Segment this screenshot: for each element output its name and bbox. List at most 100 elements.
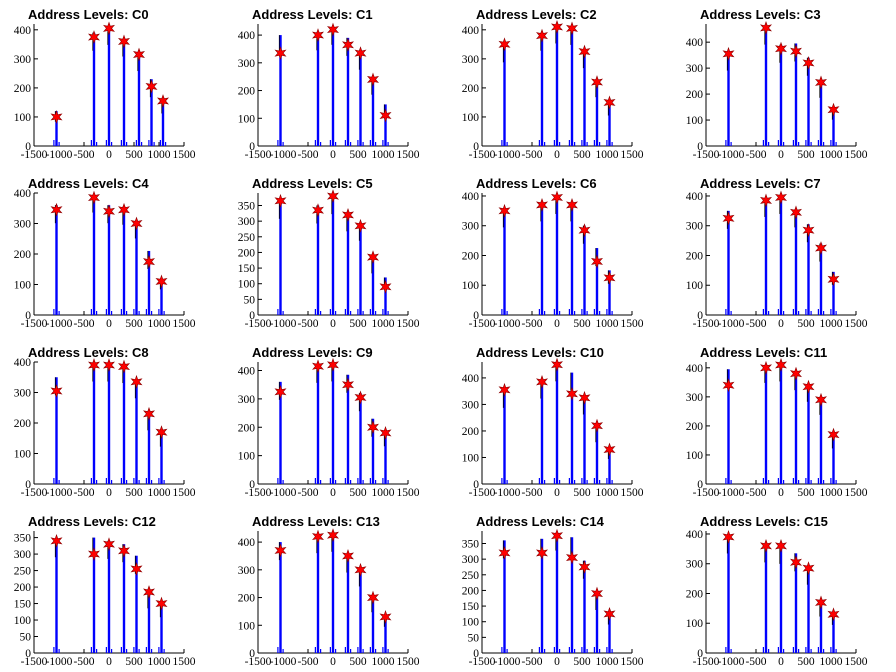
histogram-shoulder — [805, 478, 807, 484]
y-tick-label: 0 — [249, 479, 255, 491]
address-levels-panel: Address Levels: C14 0 50 100 150 200 250 300 350… — [462, 514, 644, 668]
histogram-peak — [316, 32, 320, 146]
histogram-shoulder — [282, 480, 284, 484]
histogram-shoulder — [777, 140, 779, 146]
histogram-peak — [595, 592, 599, 653]
histogram-shoulder — [730, 480, 732, 484]
peak-star-marker — [775, 538, 787, 553]
x-tick-label: -1500 — [245, 656, 272, 668]
x-tick-label: 0 — [554, 656, 560, 668]
histogram-peak — [92, 32, 96, 146]
peak-star-marker — [498, 37, 511, 52]
y-tick-label: 300 — [462, 554, 480, 566]
histogram-peak — [161, 99, 165, 146]
x-tick-label: -1500 — [693, 318, 720, 330]
histogram-shoulder — [362, 480, 364, 484]
y-tick-label: 300 — [14, 54, 32, 66]
peak-star-marker — [274, 384, 287, 399]
histogram-shoulder — [126, 649, 128, 653]
peak-star-marker — [342, 377, 354, 392]
histogram-shoulder — [798, 311, 800, 315]
y-tick-label: 50 — [468, 632, 480, 644]
panel-title: Address Levels: C14 — [476, 514, 605, 529]
histogram-peak — [503, 389, 506, 484]
address-levels-panel: Address Levels: C8 0 100 200 300 400 -1500-100… — [14, 345, 196, 499]
y-tick-label: 100 — [462, 280, 480, 292]
x-tick-label: 1000 — [372, 487, 395, 499]
histogram-shoulder — [768, 142, 770, 146]
y-tick-label: 0 — [473, 648, 479, 660]
peak-star-marker — [312, 529, 324, 544]
peak-star-marker — [551, 19, 563, 34]
x-tick-label: -1500 — [21, 149, 48, 161]
histogram-peak — [540, 32, 544, 146]
histogram-shoulder — [314, 647, 316, 653]
histogram-peak — [135, 380, 138, 484]
histogram-shoulder — [314, 140, 316, 146]
histogram-shoulder — [105, 647, 107, 653]
x-tick-label: 1000 — [148, 149, 171, 161]
histogram-shoulder — [538, 140, 540, 146]
panel-title: Address Levels: C1 — [252, 7, 373, 22]
histogram-shoulder — [783, 649, 785, 653]
histogram-shoulder — [344, 647, 346, 653]
x-tick-label: 500 — [349, 487, 367, 499]
x-tick-label: 1500 — [397, 318, 420, 330]
x-tick-label: 0 — [778, 487, 784, 499]
histogram-shoulder — [277, 647, 279, 653]
x-tick-label: -1000 — [46, 656, 73, 668]
histogram-peak — [583, 396, 586, 484]
x-tick-label: 0 — [330, 487, 336, 499]
histogram-shoulder — [768, 311, 770, 315]
peak-star-marker — [327, 189, 339, 204]
histogram-shoulder — [53, 140, 55, 146]
y-tick-label: 200 — [686, 250, 704, 262]
histogram-shoulder — [141, 142, 143, 146]
address-levels-panel: Address Levels: C7 0 100 200 300 400 -1500-100… — [686, 176, 868, 330]
histogram-peak — [55, 539, 58, 653]
histogram-shoulder — [145, 309, 147, 315]
histogram-shoulder — [382, 478, 384, 484]
histogram-peak — [608, 270, 611, 315]
peak-star-marker — [815, 241, 827, 255]
x-tick-label: 1000 — [596, 318, 619, 330]
histogram-shoulder — [559, 480, 561, 484]
histogram-shoulder — [599, 649, 601, 653]
histogram-shoulder — [792, 478, 794, 484]
histogram-shoulder — [777, 647, 779, 653]
address-levels-panel: Address Levels: C3 0 100 200 300 400 -1500-100… — [686, 7, 868, 161]
histogram-peak — [779, 44, 783, 146]
x-tick-label: 500 — [797, 656, 815, 668]
y-tick-label: 150 — [238, 263, 256, 275]
histogram-peak — [832, 433, 835, 484]
y-tick-label: 100 — [462, 617, 480, 629]
histogram-shoulder — [151, 311, 153, 315]
histogram-shoulder — [768, 480, 770, 484]
histogram-shoulder — [362, 142, 364, 146]
x-tick-label: -1500 — [693, 487, 720, 499]
peak-star-marker — [827, 102, 840, 117]
histogram-peak — [359, 222, 362, 315]
x-tick-label: -1500 — [21, 318, 48, 330]
histogram-peak — [147, 250, 151, 315]
x-tick-label: -500 — [297, 318, 318, 330]
peak-star-marker — [498, 545, 511, 560]
peak-star-marker — [118, 34, 130, 49]
histogram-shoulder — [805, 647, 807, 653]
histogram-peak — [595, 248, 599, 315]
x-tick-label: 1000 — [148, 318, 171, 330]
x-tick-label: -1000 — [494, 656, 521, 668]
peak-star-marker — [603, 270, 616, 285]
histogram-peak — [55, 111, 58, 146]
x-tick-label: 500 — [349, 656, 367, 668]
histogram-peak — [107, 540, 111, 653]
histogram-shoulder — [506, 480, 508, 484]
y-tick-label: 350 — [462, 539, 480, 551]
x-tick-label: 1500 — [397, 656, 420, 668]
histogram-shoulder — [501, 647, 503, 653]
y-tick-label: 200 — [238, 422, 256, 434]
peak-star-marker — [760, 360, 772, 375]
x-tick-label: -1500 — [245, 318, 272, 330]
histogram-shoulder — [350, 311, 352, 315]
histogram-shoulder — [53, 309, 55, 315]
